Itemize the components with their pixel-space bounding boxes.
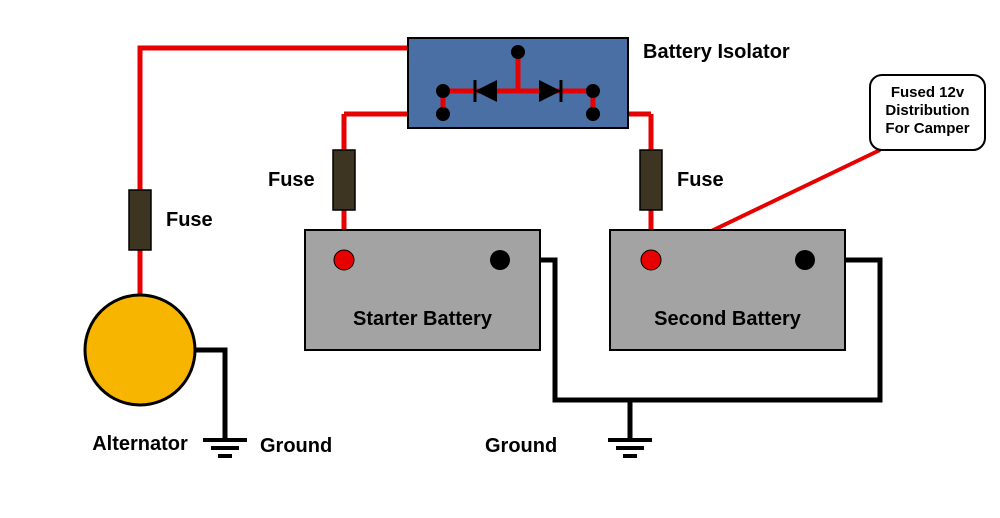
wire-alt-ground xyxy=(192,350,225,440)
isolator-label: Battery Isolator xyxy=(643,41,790,63)
fuse-label-1: Fuse xyxy=(166,209,213,231)
alternator xyxy=(85,295,195,405)
fuse-starter xyxy=(333,150,355,210)
second-battery xyxy=(610,230,845,350)
fuse-second xyxy=(640,150,662,210)
starter-neg-terminal xyxy=(490,250,510,270)
ground-label-2: Ground xyxy=(485,435,557,457)
svg-text:For Camper: For Camper xyxy=(885,120,969,137)
fuse-label-3: Fuse xyxy=(677,169,724,191)
fuse-label-2: Fuse xyxy=(268,169,315,191)
starter-battery-label: Starter Battery xyxy=(353,308,493,330)
fuse-alternator xyxy=(129,190,151,250)
second-neg-terminal xyxy=(795,250,815,270)
starter-battery xyxy=(305,230,540,350)
ground-label-1: Ground xyxy=(260,435,332,457)
wiring-diagram: Starter Battery Second Battery Fused 12vDi… xyxy=(0,0,1000,518)
starter-pos-terminal xyxy=(334,250,354,270)
alternator-label: Alternator xyxy=(92,433,188,455)
second-battery-label: Second Battery xyxy=(654,308,802,330)
svg-text:Fused 12v: Fused 12v xyxy=(891,84,965,101)
second-pos-terminal xyxy=(641,250,661,270)
svg-text:Distribution: Distribution xyxy=(885,102,969,119)
